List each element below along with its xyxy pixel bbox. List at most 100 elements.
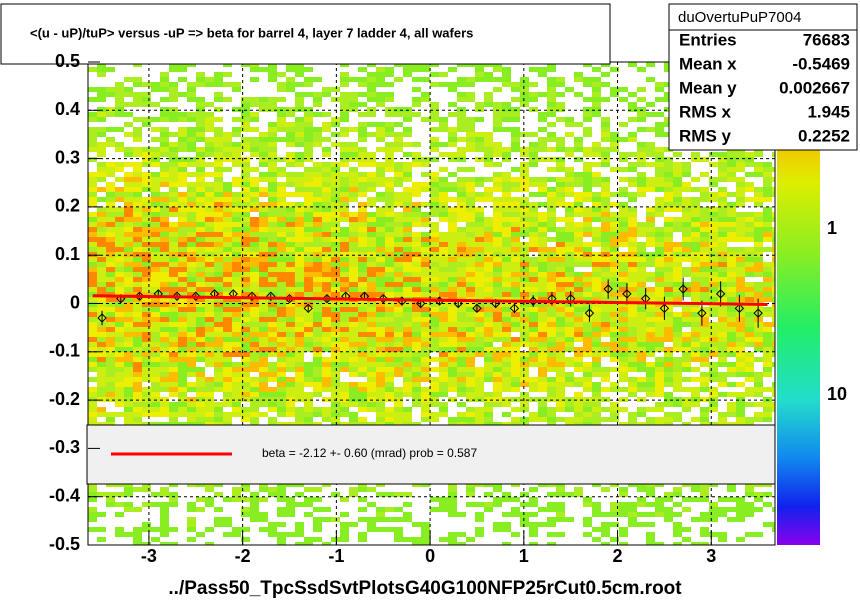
heatmap-cell [241, 282, 250, 287]
heatmap-cell [340, 162, 349, 167]
heatmap-cell [322, 337, 331, 342]
heatmap-cell [106, 352, 115, 357]
heatmap-cell [322, 182, 331, 187]
heatmap-cell [709, 407, 718, 412]
heatmap-cell [286, 157, 295, 162]
heatmap-cell [691, 387, 700, 392]
heatmap-cell [133, 152, 142, 157]
heatmap-cell [259, 157, 268, 162]
heatmap-cell [592, 352, 601, 357]
heatmap-cell [619, 157, 628, 162]
heatmap-cell [619, 317, 628, 322]
heatmap-cell [376, 242, 385, 247]
heatmap-cell [439, 82, 448, 87]
heatmap-cell [403, 132, 412, 137]
heatmap-cell [124, 112, 133, 117]
heatmap-cell [529, 132, 538, 137]
heatmap-cell [439, 252, 448, 257]
heatmap-cell [214, 272, 223, 277]
heatmap-cell [259, 107, 268, 112]
heatmap-cell [655, 147, 664, 152]
heatmap-cell [628, 117, 637, 122]
heatmap-cell [475, 352, 484, 357]
heatmap-cell [385, 202, 394, 207]
heatmap-cell [124, 177, 133, 182]
heatmap-cell [412, 377, 421, 382]
heatmap-cell [538, 112, 547, 117]
heatmap-cell [475, 67, 484, 72]
heatmap-cell [475, 232, 484, 237]
heatmap-cell [277, 202, 286, 207]
heatmap-cell [385, 177, 394, 182]
heatmap-cell [331, 317, 340, 322]
heatmap-cell [196, 217, 205, 222]
heatmap-cell [412, 402, 421, 407]
heatmap-cell [448, 102, 457, 107]
heatmap-cell [88, 142, 97, 147]
heatmap-cell [286, 277, 295, 282]
heatmap-cell [376, 227, 385, 232]
heatmap-cell [493, 387, 502, 392]
heatmap-cell [286, 217, 295, 222]
heatmap-cell [277, 247, 286, 252]
heatmap-cell [232, 157, 241, 162]
heatmap-cell [349, 77, 358, 82]
heatmap-cell [493, 217, 502, 222]
heatmap-cell [700, 257, 709, 262]
heatmap-cell [466, 332, 475, 337]
heatmap-cell [124, 202, 133, 207]
heatmap-cell [412, 262, 421, 267]
heatmap-cell [322, 122, 331, 127]
heatmap-cell [493, 227, 502, 232]
heatmap-cell [304, 67, 313, 72]
heatmap-cell [745, 337, 754, 342]
heatmap-cell [673, 202, 682, 207]
heatmap-cell [331, 172, 340, 177]
heatmap-cell [322, 247, 331, 252]
heatmap-cell [187, 157, 196, 162]
heatmap-cell [502, 367, 511, 372]
heatmap-cell [304, 222, 313, 227]
heatmap-cell [709, 362, 718, 367]
heatmap-cell [511, 262, 520, 267]
heatmap-cell [763, 332, 772, 337]
heatmap-cell [250, 347, 259, 352]
heatmap-cell [772, 297, 775, 302]
heatmap-cell [466, 197, 475, 202]
heatmap-cell [430, 392, 439, 397]
heatmap-cell [745, 392, 754, 397]
heatmap-cell [538, 312, 547, 317]
heatmap-cell [358, 172, 367, 177]
heatmap-cell [151, 222, 160, 227]
heatmap-cell [502, 272, 511, 277]
heatmap-cell [124, 367, 133, 372]
heatmap-cell [664, 367, 673, 372]
heatmap-cell [556, 117, 565, 122]
heatmap-cell [439, 277, 448, 282]
heatmap-cell [331, 417, 340, 422]
heatmap-cell [358, 267, 367, 272]
heatmap-cell [160, 272, 169, 277]
heatmap-cell [340, 337, 349, 342]
heatmap-cell [88, 247, 97, 252]
heatmap-cell [196, 197, 205, 202]
heatmap-cell [142, 182, 151, 187]
heatmap-cell [439, 302, 448, 307]
heatmap-cell [763, 207, 772, 212]
heatmap-cell [187, 207, 196, 212]
heatmap-cell [727, 207, 736, 212]
heatmap-cell [196, 342, 205, 347]
heatmap-cell [574, 207, 583, 212]
heatmap-cell [358, 357, 367, 362]
heatmap-cell [412, 157, 421, 162]
heatmap-cell [484, 262, 493, 267]
heatmap-cell [268, 262, 277, 267]
heatmap-cell [187, 297, 196, 302]
heatmap-cell [250, 332, 259, 337]
heatmap-cell [619, 407, 628, 412]
heatmap-cell [511, 117, 520, 122]
heatmap-cell [547, 352, 556, 357]
heatmap-cell [115, 362, 124, 367]
heatmap-cell [376, 92, 385, 97]
heatmap-cell [187, 367, 196, 372]
